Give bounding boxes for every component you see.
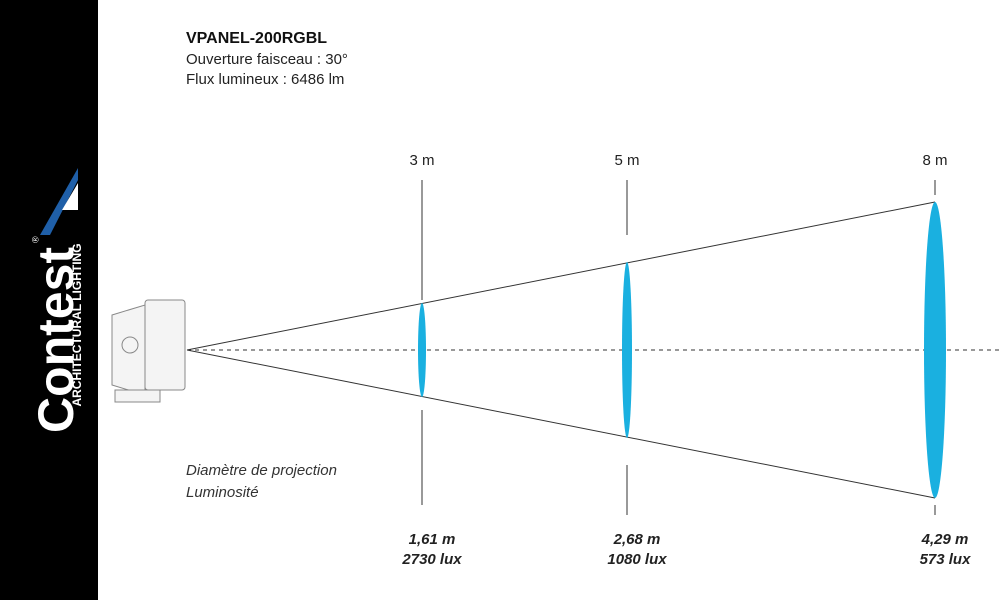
diameter-label: 2,68 m [613, 531, 661, 548]
illuminance-label: 573 lux [920, 551, 972, 568]
illuminance-label: 1080 lux [607, 551, 667, 568]
sidebar [0, 0, 98, 600]
beam-edge [186, 349, 936, 499]
light-spot [418, 303, 426, 397]
light-spot [622, 262, 632, 438]
illuminance-label: 2730 lux [401, 551, 462, 568]
diameter-label: 4,29 m [921, 531, 969, 548]
logo-triangle [62, 183, 78, 210]
brand-name: Contest [28, 247, 84, 433]
distance-label: 8 m [922, 152, 947, 169]
legend-luminosity: Luminosité [186, 484, 259, 501]
diameter-label: 1,61 m [409, 531, 456, 548]
light-spot [924, 202, 946, 498]
luminous-flux: Flux lumineux : 6486 lm [186, 71, 344, 88]
title: VPANEL-200RGBL [186, 30, 327, 47]
distance-label: 3 m [409, 152, 434, 169]
legend-diameter: Diamètre de projection [186, 462, 337, 479]
logo-chevron [40, 168, 78, 235]
brand-registered: ® [30, 236, 40, 243]
brand-tagline: ARCHITECTURAL LIGHTING [70, 243, 84, 406]
luminaire [111, 299, 186, 403]
beam-angle: Ouverture faisceau : 30° [186, 51, 348, 68]
beam-edge [186, 201, 936, 351]
distance-label: 5 m [614, 152, 639, 169]
